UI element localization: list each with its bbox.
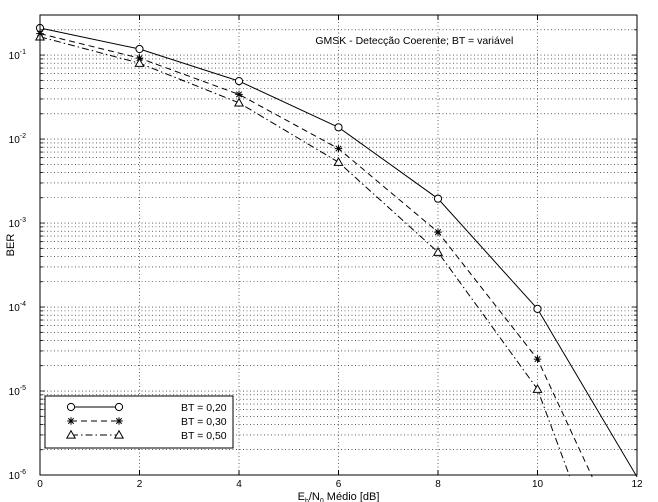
x-axis-label: Eb/N0 Médio [dB] xyxy=(298,491,380,502)
y-axis-label: BER xyxy=(5,234,17,257)
marker-star xyxy=(434,228,442,236)
marker-triangle xyxy=(113,429,125,439)
y-tick-label: 10-5 xyxy=(9,385,26,398)
marker-circle xyxy=(533,304,542,313)
marker-circle xyxy=(433,194,443,203)
series-group xyxy=(34,23,638,478)
legend: BT = 0,20 BT = 0,30 BT = 0,50 xyxy=(44,395,234,449)
marker-circle xyxy=(66,402,76,412)
x-tick-label: 6 xyxy=(336,479,342,490)
legend-box xyxy=(44,395,234,449)
x-label-main: E xyxy=(298,491,305,502)
marker-circle xyxy=(334,123,343,132)
x-label-sub-b: b xyxy=(305,498,309,502)
marker-circle xyxy=(135,44,144,54)
y-tick-label: 10-3 xyxy=(9,217,26,230)
marker-triangle xyxy=(233,97,245,107)
chart-title: GMSK - Detecção Coerente; BT = variável xyxy=(315,35,513,47)
marker-triangle xyxy=(432,246,444,256)
marker-circle xyxy=(234,76,244,86)
x-label-sub-0: 0 xyxy=(320,498,324,502)
y-tick-labels: 10-6 10-5 10-4 10-3 10-2 10-1 xyxy=(9,49,26,482)
marker-star xyxy=(67,417,75,425)
tick-marks xyxy=(39,15,638,476)
x-tick-label: 10 xyxy=(532,479,544,490)
legend-label: BT = 0,30 xyxy=(181,416,227,428)
legend-entry: BT = 0,30 xyxy=(67,416,227,428)
marker-triangle xyxy=(333,157,344,166)
marker-circle xyxy=(114,402,124,412)
x-tick-label: 8 xyxy=(435,479,441,490)
marker-star xyxy=(235,90,243,99)
legend-entry: BT = 0,20 xyxy=(66,402,227,414)
x-tick-label: 12 xyxy=(631,479,643,490)
marker-triangle xyxy=(134,58,145,67)
marker-star xyxy=(334,144,343,153)
marker-star xyxy=(533,355,542,363)
legend-label: BT = 0,50 xyxy=(181,430,227,442)
x-label-mid: /N xyxy=(309,491,320,502)
x-tick-label: 0 xyxy=(37,479,43,490)
y-tick-label: 10-4 xyxy=(9,301,26,314)
x-tick-labels: 0 2 4 6 8 10 12 xyxy=(37,479,643,490)
y-tick-label: 10-2 xyxy=(9,133,26,146)
y-tick-label: 10-1 xyxy=(9,49,26,62)
marker-triangle xyxy=(532,384,543,393)
marker-triangle xyxy=(65,429,77,439)
marker-star xyxy=(115,417,123,425)
x-tick-label: 2 xyxy=(137,479,143,490)
y-tick-label: 10-6 xyxy=(9,469,26,482)
x-label-tail: Médio [dB] xyxy=(324,491,380,502)
legend-label: BT = 0,20 xyxy=(181,402,227,414)
series-0 xyxy=(35,23,638,478)
x-tick-label: 4 xyxy=(236,479,242,490)
legend-entry: BT = 0,50 xyxy=(65,429,227,442)
